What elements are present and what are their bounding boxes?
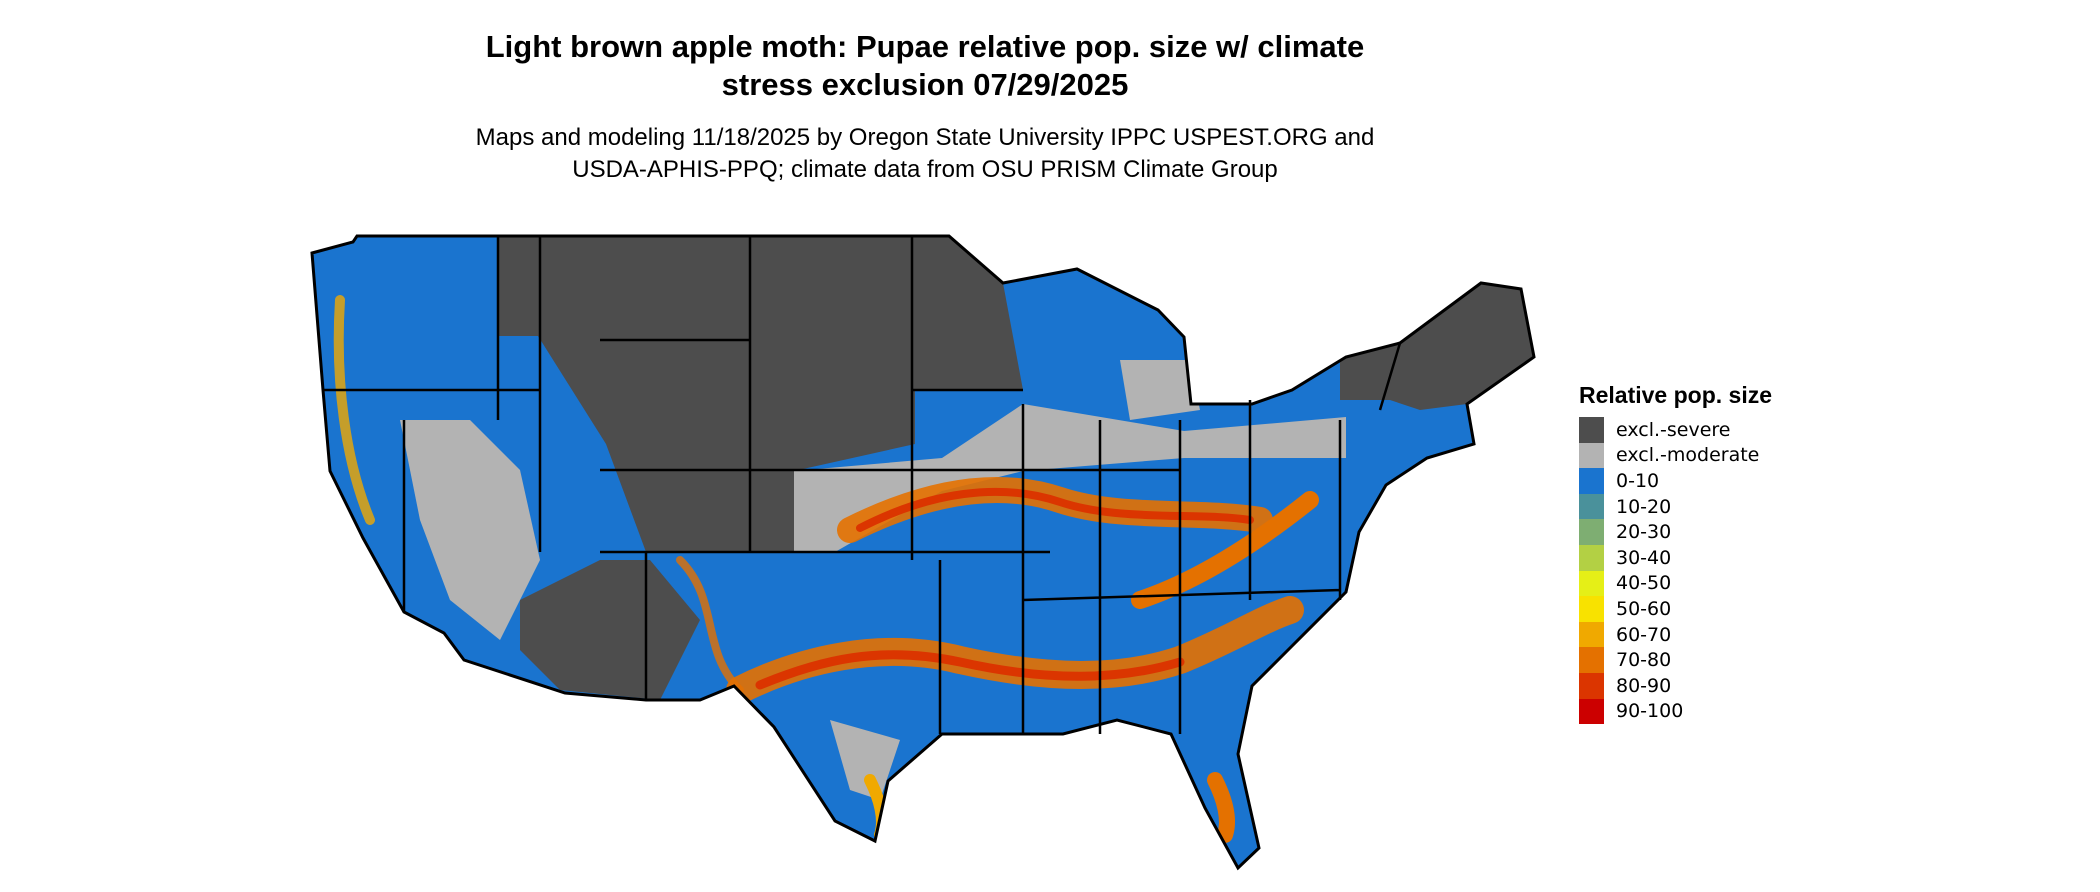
band-south-core [755,650,1185,690]
legend-swatch [1579,417,1604,443]
legend-label: 50-60 [1616,597,1672,620]
region-excl-severe-southwest [520,560,700,700]
region-excl-severe-northeast [1340,283,1534,410]
subtitle-line-1: Maps and modeling 11/18/2025 by Oregon S… [475,124,1375,151]
legend-items: excl.-severe excl.-moderate 0-10 10-20 20-30… [1579,417,1772,725]
legend-item: 40-50 [1579,570,1772,597]
legend-label: 30-40 [1616,546,1672,569]
legend-label: 20-30 [1616,521,1672,544]
high-suitability-bands [333,295,1319,843]
region-excl-severe [498,236,1023,552]
legend-swatch [1579,647,1604,673]
state-borders [323,236,1402,734]
map-subtitle: Maps and modeling 11/18/2025 by Oregon S… [300,122,1550,186]
legend-label: 60-70 [1616,623,1672,646]
title-line-2: stress exclusion 07/29/2025 [721,67,1129,102]
legend-swatch [1579,672,1604,699]
legend-item: excl.-moderate [1579,442,1772,469]
legend-item: 20-30 [1579,519,1772,545]
legend-item: 30-40 [1579,544,1772,571]
legend-swatch [1579,442,1604,469]
legend: Relative pop. size excl.-severe excl.-mod… [1579,382,1773,725]
legend-label: 0-10 [1616,469,1660,492]
legend-item: excl.-severe [1579,417,1772,443]
legend-label: 70-80 [1616,649,1672,672]
region-excl-moderate-texas [830,720,900,800]
legend-swatch [1579,493,1604,520]
legend-label: 40-50 [1616,572,1672,595]
band-pacific [333,295,375,525]
legend-label: excl.-moderate [1616,444,1760,467]
legend-label: 90-100 [1616,700,1684,723]
legend-item: 90-100 [1579,698,1772,725]
legend-item: 60-70 [1579,621,1772,648]
legend-item: 50-60 [1579,596,1772,622]
legend-swatch [1579,621,1604,648]
legend-item: 10-20 [1579,493,1772,520]
legend-swatch [1579,468,1604,494]
legend-item: 0-10 [1579,468,1772,494]
legend-swatch [1579,544,1604,571]
legend-swatch [1579,698,1604,725]
band-florida [1207,772,1235,843]
legend-swatch [1579,570,1604,597]
region-excl-moderate [794,404,1346,552]
legend-swatch [1579,519,1604,545]
title-line-1: Light brown apple moth: Pupae relative p… [485,29,1365,64]
legend-label: 10-20 [1616,495,1672,518]
legend-label: excl.-severe [1616,418,1731,441]
legend-item: 80-90 [1579,672,1772,699]
band-central-core [856,487,1254,532]
legend-swatch [1579,596,1604,622]
map-title: Light brown apple moth: Pupae relative p… [300,28,1550,104]
legend-item: 70-80 [1579,647,1772,673]
subtitle-line-2: USDA-APHIS-PPQ; climate data from OSU PR… [572,156,1278,183]
region-excl-moderate-west [400,420,540,640]
band-appalachian [1131,491,1319,609]
legend-title: Relative pop. size [1579,382,1773,408]
region-excl-moderate-michigan [1120,360,1200,420]
legend-label: 80-90 [1616,674,1672,697]
band-southwest [676,556,744,694]
